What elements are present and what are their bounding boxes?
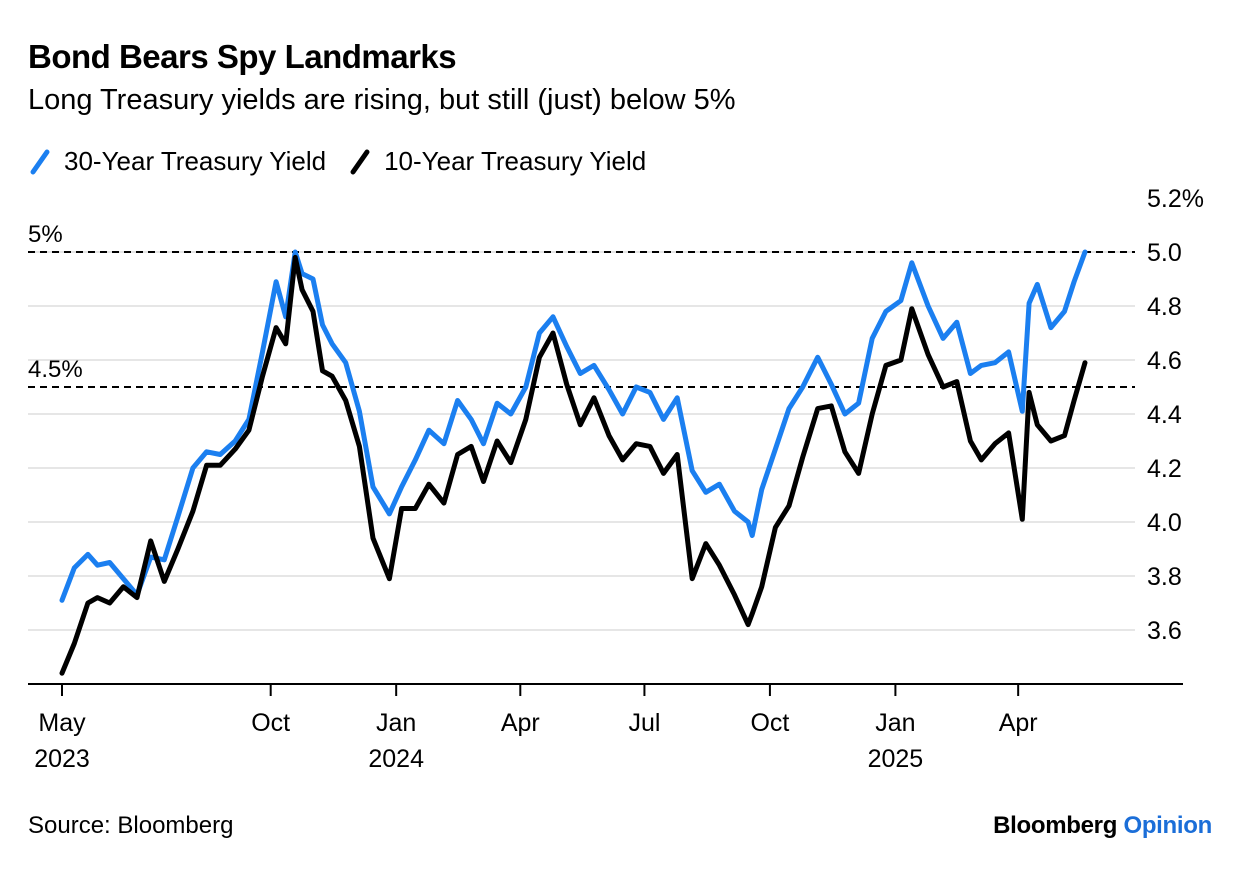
- y-tick-label: 4.6: [1147, 347, 1182, 375]
- y-tick-label: 4.8: [1147, 293, 1182, 321]
- brand-bloomberg: Bloomberg: [993, 812, 1118, 839]
- legend-item-30y: 30-Year Treasury Yield: [28, 146, 326, 177]
- y-tick-label: 3.8: [1147, 563, 1182, 591]
- x-tick-label: Jan: [875, 709, 915, 737]
- x-tick-year-label: 2024: [368, 745, 424, 773]
- y-tick-label: 4.0: [1147, 509, 1182, 537]
- y-tick-label: 5.2%: [1147, 185, 1204, 213]
- chart-title: Bond Bears Spy Landmarks: [28, 38, 457, 75]
- x-tick-label: Oct: [251, 709, 290, 737]
- reference-line-label: 5%: [28, 221, 63, 248]
- legend: 30-Year Treasury Yield 10-Year Treasury …: [28, 146, 668, 177]
- x-tick-label: Jan: [376, 709, 416, 737]
- x-tick-label: May: [38, 709, 86, 737]
- x-tick-label: Jul: [628, 709, 660, 737]
- brand-opinion: Opinion: [1123, 812, 1212, 839]
- x-tick-year-label: 2023: [34, 745, 90, 773]
- legend-swatch-30y: [30, 149, 50, 174]
- y-tick-label: 4.4: [1147, 401, 1182, 429]
- y-tick-label: 3.6: [1147, 617, 1182, 645]
- x-tick-label: Oct: [750, 709, 789, 737]
- x-tick-year-label: 2025: [868, 745, 924, 773]
- series-line-10y: [59, 254, 1088, 676]
- legend-item-10y: 10-Year Treasury Yield: [348, 146, 646, 177]
- chart-subtitle: Long Treasury yields are rising, but sti…: [28, 84, 736, 116]
- x-tick-label: Apr: [999, 709, 1038, 737]
- legend-swatch-10y: [350, 149, 370, 174]
- series-line-30y: [59, 249, 1088, 603]
- reference-line-label: 4.5%: [28, 356, 83, 383]
- y-tick-label: 4.2: [1147, 455, 1182, 483]
- legend-label-10y: 10-Year Treasury Yield: [384, 146, 647, 176]
- brand-logo: Bloomberg Opinion: [993, 812, 1212, 840]
- x-tick-label: Apr: [501, 709, 540, 737]
- y-tick-label: 5.0: [1147, 239, 1182, 267]
- legend-label-30y: 30-Year Treasury Yield: [64, 146, 327, 176]
- source-note: Source: Bloomberg: [28, 812, 234, 839]
